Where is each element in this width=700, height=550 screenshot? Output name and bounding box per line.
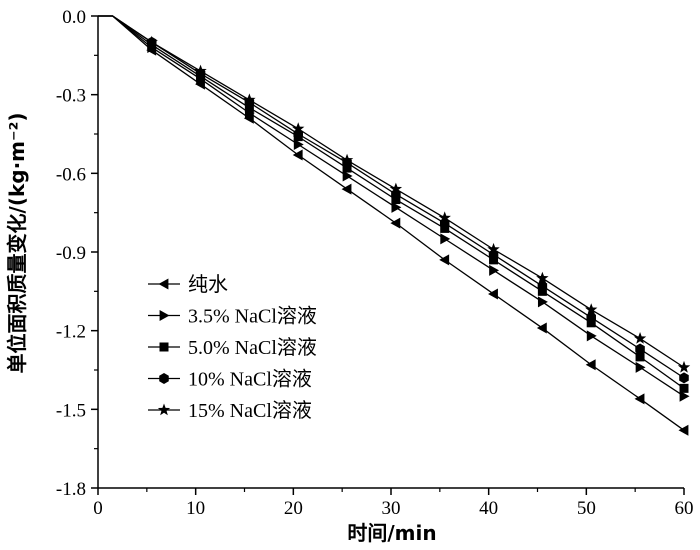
y-axis-label: 单位面积质量变化/(kg·m⁻²) <box>5 113 29 374</box>
data-point <box>389 182 403 195</box>
series-line <box>98 15 685 368</box>
data-point <box>634 393 645 405</box>
x-tick-label: 30 <box>382 498 401 519</box>
data-point <box>195 78 205 90</box>
legend-item-2: 3.5% NaCl溶液 <box>148 305 317 328</box>
data-point <box>537 296 548 308</box>
data-point <box>487 242 500 255</box>
data-point <box>537 280 548 292</box>
data-point <box>390 217 401 229</box>
legend-label: 15% NaCl溶液 <box>188 399 312 422</box>
legend-label: 10% NaCl溶液 <box>188 368 312 391</box>
x-tick-label: 20 <box>284 498 303 519</box>
data-point <box>635 343 645 355</box>
y-tick-label: 0.0 <box>62 7 86 28</box>
data-point <box>293 138 304 150</box>
y-tick-label: -1.2 <box>56 322 86 343</box>
series-layer <box>98 15 691 436</box>
data-point <box>635 361 646 373</box>
series-1 <box>98 15 689 436</box>
legend-marker <box>159 373 169 384</box>
data-point <box>243 93 256 106</box>
data-point <box>536 271 549 284</box>
data-point <box>585 359 596 371</box>
y-tick-label: -1.8 <box>56 479 86 500</box>
data-point <box>440 233 451 245</box>
data-point <box>679 390 690 402</box>
data-point <box>194 64 207 77</box>
data-point <box>679 372 689 384</box>
data-point <box>438 211 451 224</box>
data-point <box>536 322 547 334</box>
data-point <box>342 170 353 182</box>
data-point <box>635 352 645 362</box>
data-point <box>340 153 354 166</box>
legend-label: 纯水 <box>188 273 228 296</box>
series-5 <box>98 15 691 373</box>
y-tick-label: -0.9 <box>56 243 86 264</box>
data-point <box>678 424 689 436</box>
y-tick-label: -0.3 <box>56 86 86 107</box>
legend-marker <box>158 278 169 290</box>
legend-marker <box>159 310 170 321</box>
data-point <box>145 35 158 48</box>
data-point <box>391 201 402 213</box>
data-point <box>679 383 689 393</box>
data-point <box>633 332 647 344</box>
x-tick-label: 40 <box>479 498 498 519</box>
legend-item-3: 5.0% NaCl溶液 <box>148 336 317 359</box>
data-point <box>677 360 691 373</box>
data-point <box>243 112 254 124</box>
legend-item-1: 纯水 <box>148 273 228 296</box>
data-point <box>585 303 598 315</box>
legend: 纯水 3.5% NaCl溶液 5.0% NaCl溶液 10% NaCl溶液 15% Na… <box>148 273 317 422</box>
legend-item-4: 10% NaCl溶液 <box>148 368 312 391</box>
data-point <box>489 264 500 276</box>
y-tick-label: -1.5 <box>56 400 86 421</box>
x-tick-label: 60 <box>675 498 694 519</box>
data-point <box>488 288 498 300</box>
series-line <box>98 15 685 397</box>
legend-label: 3.5% NaCl溶液 <box>188 305 317 328</box>
x-tick-label: 0 <box>93 498 103 519</box>
legend-label: 5.0% NaCl溶液 <box>188 336 317 359</box>
axes: 0.0 -0.3 -0.6 -0.9 -1.2 -1.5 -1.8 0 10 20 30 40 50 60 <box>56 7 694 519</box>
legend-item-5: 15% NaCl溶液 <box>148 399 312 422</box>
legend-marker <box>159 342 169 352</box>
data-point <box>292 122 305 135</box>
data-point <box>586 312 596 324</box>
legend-marker <box>157 403 171 416</box>
data-point <box>439 254 450 266</box>
data-point <box>292 149 303 161</box>
x-tick-label: 10 <box>186 498 205 519</box>
x-tick-label: 50 <box>577 498 596 519</box>
y-tick-label: -0.6 <box>56 164 86 185</box>
series-line <box>98 15 685 389</box>
data-point <box>586 330 597 342</box>
x-axis-label: 时间/min <box>347 521 436 545</box>
data-point <box>341 183 352 195</box>
